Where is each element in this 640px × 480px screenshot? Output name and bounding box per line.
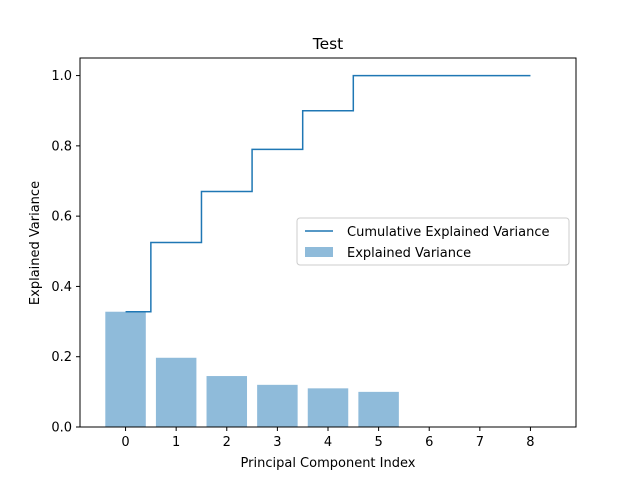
x-tick-label-0: 0 [121, 435, 129, 450]
bars [105, 311, 399, 427]
chart-title: Test [312, 35, 344, 53]
bar-4 [307, 388, 349, 427]
x-tick-label-5: 5 [374, 435, 382, 450]
legend-bar-swatch [305, 247, 333, 257]
x-tick-label-7: 7 [476, 435, 484, 450]
y-tick-label-0.6: 0.6 [51, 210, 72, 225]
legend: Cumulative Explained Variance Explained … [296, 217, 570, 266]
x-tick-label-4: 4 [324, 435, 332, 450]
legend-frame [296, 217, 570, 266]
bar-2 [206, 376, 248, 427]
x-tick-label-3: 3 [273, 435, 281, 450]
x-tick-label-1: 1 [172, 435, 180, 450]
legend-label-explained: Explained Variance [347, 246, 471, 261]
x-ticks: 0 1 2 3 4 5 6 7 8 [121, 427, 535, 450]
cumulative-step-line [125, 74, 531, 313]
x-tick-label-2: 2 [223, 435, 231, 450]
y-tick-label-1.0: 1.0 [51, 69, 72, 84]
y-axis-label: Explained Variance [28, 181, 43, 305]
bar-3 [257, 384, 298, 427]
x-axis-label: Principal Component Index [241, 456, 416, 471]
bar-0 [105, 311, 146, 427]
bar-1 [155, 357, 197, 427]
y-tick-label-0.0: 0.0 [51, 421, 72, 436]
legend-label-cumulative: Cumulative Explained Variance [347, 225, 549, 240]
x-tick-label-8: 8 [526, 435, 534, 450]
y-ticks: 0.0 0.2 0.4 0.6 0.8 1.0 [51, 69, 80, 436]
bar-5 [358, 391, 399, 427]
step-line-group [125, 74, 531, 313]
y-tick-label-0.2: 0.2 [51, 350, 72, 365]
y-tick-label-0.8: 0.8 [51, 139, 72, 154]
x-tick-label-6: 6 [425, 435, 433, 450]
y-tick-label-0.4: 0.4 [51, 280, 72, 295]
